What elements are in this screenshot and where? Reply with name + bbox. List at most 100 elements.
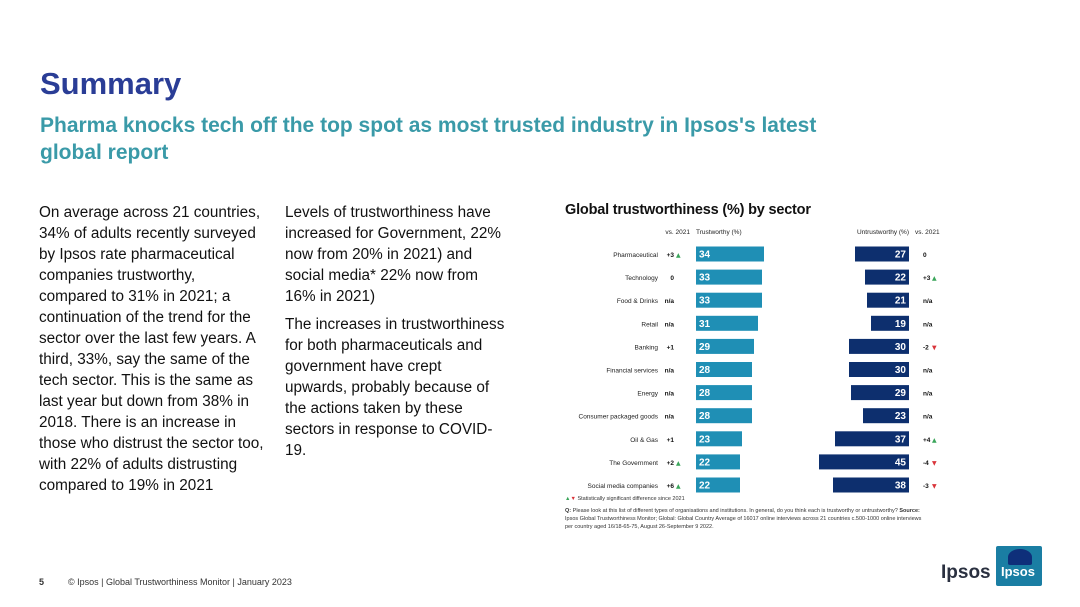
untrust-change-value: n/a — [923, 414, 933, 421]
change-up-icon: ▲ — [932, 275, 937, 282]
untrustworthy-value: 19 — [895, 319, 907, 330]
category-label: Financial services — [606, 368, 658, 375]
body-paragraph-2: The increases in trustworthiness for bot… — [285, 316, 505, 459]
category-label: Retail — [641, 321, 658, 328]
source-text: Ipsos Global Trustworthiness Monitor; Gl… — [565, 516, 922, 530]
trustworthy-bar — [696, 454, 740, 470]
untrust-change-value: n/a — [923, 298, 933, 305]
header-untrust-change: vs. 2021 — [915, 229, 940, 236]
trustworthy-bar — [696, 385, 752, 401]
change-down-icon: ▼ — [932, 460, 937, 467]
trust-change-value: +3 — [667, 252, 675, 259]
trustworthy-value: 31 — [699, 319, 711, 330]
trust-change-value: +1 — [667, 344, 675, 351]
trust-change-value: +2 — [667, 460, 675, 467]
trustworthy-bar — [696, 315, 758, 331]
trustworthy-bar — [696, 338, 754, 354]
header-trust-change: vs. 2021 — [665, 229, 690, 236]
trustworthy-value: 22 — [699, 457, 711, 468]
change-up-icon: ▲ — [676, 252, 681, 259]
untrustworthy-bar — [833, 477, 909, 493]
trustworthy-value: 23 — [699, 434, 711, 445]
ipsos-logo-icon: Ipsos — [996, 546, 1042, 586]
category-label: Oil & Gas — [630, 437, 659, 444]
trustworthy-value: 28 — [699, 411, 711, 422]
untrustworthy-bar — [851, 385, 909, 401]
category-label: Technology — [625, 275, 659, 282]
category-label: Consumer packaged goods — [579, 414, 659, 421]
untrust-change-value: -3 — [923, 483, 929, 490]
category-label: The Government — [609, 460, 658, 467]
untrust-change-value: n/a — [923, 321, 933, 328]
untrustworthy-value: 38 — [895, 481, 907, 492]
change-down-icon: ▼ — [932, 483, 937, 490]
question-text: Please look at this list of different ty… — [572, 508, 898, 514]
trustworthy-value: 33 — [699, 296, 711, 307]
page-subtitle: Pharma knocks tech off the top spot as m… — [40, 114, 817, 164]
category-label: Energy — [637, 391, 658, 398]
page-number: 5 — [39, 577, 45, 587]
untrustworthy-bar — [849, 362, 909, 377]
trust-change-value: n/a — [665, 321, 675, 328]
change-down-icon: ▼ — [932, 344, 937, 351]
untrust-change-value: 0 — [923, 252, 927, 259]
significance-down-icon: ▼ — [570, 496, 576, 502]
untrustworthy-bar — [819, 454, 909, 470]
ipsos-wordmark: Ipsos — [941, 562, 991, 583]
untrustworthy-bar — [865, 269, 909, 285]
trust-change-value: 0 — [670, 275, 674, 282]
category-label: Social media companies — [588, 483, 659, 490]
trustworthy-value: 28 — [699, 388, 711, 399]
trustworthy-value: 22 — [699, 481, 711, 492]
category-label: Pharmaceutical — [613, 252, 658, 259]
trust-change-value: +6 — [667, 483, 675, 490]
untrust-change-value: +4 — [923, 437, 931, 444]
untrustworthy-value: 37 — [895, 434, 907, 445]
trust-change-value: +1 — [667, 437, 675, 444]
untrustworthy-value: 45 — [895, 457, 907, 468]
trustworthy-value: 29 — [699, 342, 711, 353]
change-up-icon: ▲ — [676, 483, 681, 490]
untrustworthy-bar — [835, 431, 909, 447]
trustworthy-value: 28 — [699, 365, 711, 376]
untrust-change-value: +3 — [923, 275, 931, 282]
significance-up-icon: ▲ — [565, 496, 571, 502]
untrustworthy-value: 30 — [895, 365, 907, 376]
trustworthy-bar — [696, 246, 764, 262]
body-text-column-1: On average across 21 countries, 34% of a… — [39, 204, 264, 494]
change-up-icon: ▲ — [676, 460, 681, 467]
chart-legend-note: ▲▼ Statistically significant difference … — [565, 496, 685, 502]
untrust-change-value: -4 — [923, 460, 929, 467]
untrust-change-value: -2 — [923, 344, 929, 351]
untrustworthy-value: 22 — [895, 273, 907, 284]
trustworthy-bar — [696, 292, 762, 308]
untrustworthy-value: 27 — [895, 250, 907, 261]
untrustworthy-bar — [855, 246, 909, 262]
trust-chart: vs. 2021 Trustworthy (%) Untrustworthy (%)… — [579, 229, 940, 493]
header-untrustworthy: Untrustworthy (%) — [857, 229, 909, 236]
untrustworthy-value: 29 — [895, 388, 907, 399]
untrustworthy-value: 30 — [895, 342, 907, 353]
category-label: Food & Drinks — [617, 298, 659, 305]
untrustworthy-bar — [849, 338, 909, 354]
source-label: Source: — [899, 508, 920, 514]
trustworthy-bar — [696, 269, 762, 285]
trust-change-value: n/a — [665, 298, 675, 305]
header-trustworthy: Trustworthy (%) — [696, 229, 742, 236]
trust-change-value: n/a — [665, 391, 675, 398]
untrustworthy-value: 21 — [895, 296, 907, 307]
untrustworthy-value: 23 — [895, 411, 907, 422]
trustworthy-bar — [696, 431, 742, 447]
body-text-column-2: Levels of trustworthiness have increased… — [285, 202, 505, 468]
question-label: Q: — [565, 508, 572, 514]
trustworthy-value: 33 — [699, 273, 711, 284]
category-label: Banking — [635, 344, 659, 351]
trust-change-value: n/a — [665, 414, 675, 421]
body-paragraph-1: Levels of trustworthiness have increased… — [285, 204, 501, 305]
chart-question-note: Q: Please look at this list of different… — [565, 507, 925, 531]
trustworthy-value: 34 — [699, 250, 711, 261]
trust-change-value: n/a — [665, 368, 675, 375]
untrust-change-value: n/a — [923, 368, 933, 375]
untrustworthy-bar — [863, 408, 909, 424]
trustworthy-bar — [696, 362, 752, 377]
